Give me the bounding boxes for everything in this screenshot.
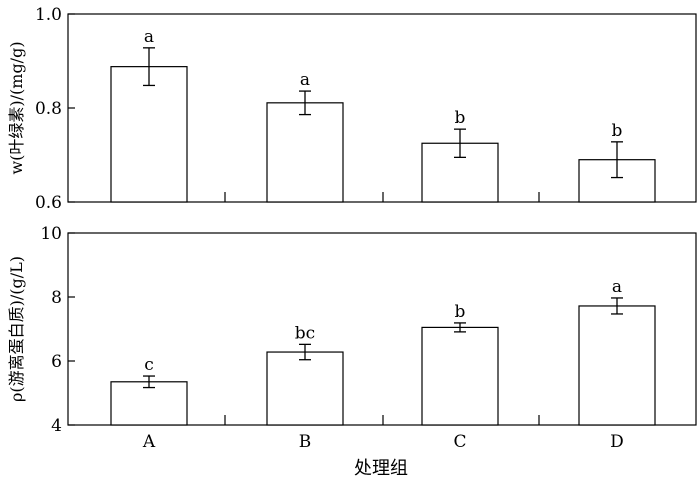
x-tick-label: A [142, 432, 156, 452]
bar-C [421, 326, 499, 426]
chlorophyll-chart: 0.6 0.8 1.0 w(叶绿素)/(mg/g) a a b b [7, 5, 697, 213]
significance-label: a [612, 277, 622, 297]
bar-B [266, 102, 344, 203]
significance-label: b [455, 108, 466, 128]
y-tick-label: 0.8 [35, 99, 62, 119]
y-axis-label: ρ(游离蛋白质)/(g/L) [7, 256, 26, 402]
bar-A [110, 381, 188, 426]
significance-label: bc [295, 323, 315, 343]
significance-label: b [612, 121, 623, 141]
x-tick-label: C [453, 432, 466, 452]
bar-A [110, 66, 188, 203]
x-axis-label: 处理组 [354, 458, 408, 479]
y-tick-label: 0.6 [35, 193, 62, 213]
y-tick-label: 1.0 [35, 5, 62, 25]
y-tick-label: 6 [51, 352, 62, 372]
y-axis-label: w(叶绿素)/(mg/g) [7, 41, 26, 174]
free-protein-chart: 4 6 8 10 ρ(游离蛋白质)/(g/L) c bc b a A B C D [7, 224, 697, 452]
significance-label: a [144, 27, 154, 47]
significance-label: b [455, 302, 466, 322]
y-tick-label: 8 [51, 288, 62, 308]
y-tick-label: 4 [51, 416, 62, 436]
bar-B [266, 351, 344, 426]
x-tick-label: D [610, 432, 624, 452]
x-tick-label: B [299, 432, 312, 452]
bar-D [578, 305, 656, 426]
significance-label: a [300, 70, 310, 90]
y-tick-label: 10 [40, 224, 62, 244]
significance-label: c [144, 355, 154, 375]
plot-frame [67, 232, 697, 426]
